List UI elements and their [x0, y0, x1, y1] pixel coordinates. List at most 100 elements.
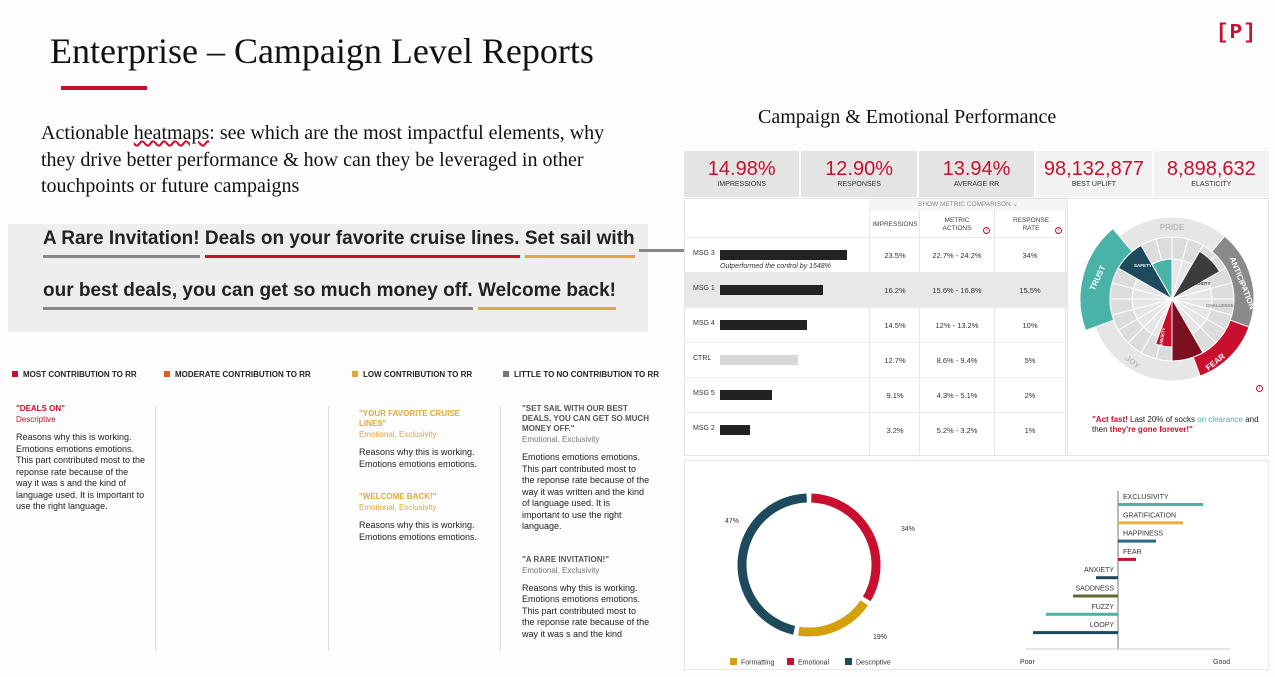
emotion-wheel-panel: PRIDE ANTICIPATION FEAR JOY TRUST SAFETY…: [1067, 198, 1269, 456]
impressions-value: 9.1%: [886, 391, 904, 400]
contribution-item: "DEALS ON" Descriptive Reasons why this is…: [16, 404, 146, 513]
legend-label: LOW CONTRIBUTION TO RR: [363, 370, 473, 379]
kpi-card: 13.94% AVERAGE RR: [916, 151, 1035, 197]
response-rate-value: 1%: [1024, 426, 1036, 435]
pie-data-label: 19%: [873, 634, 887, 641]
bar-saddness: [1073, 594, 1118, 598]
message-bar: [720, 425, 750, 435]
impressions-value: 14.5%: [884, 321, 906, 330]
metric-actions-value: 5.2% - 3.2%: [936, 426, 978, 435]
banner-phrase: Set sail with: [524, 228, 635, 258]
header-impressions: IMPRESSIONS: [872, 221, 918, 228]
message-row[interactable]: CTRL 12.7% 8.6% - 9.4% 5%: [685, 342, 1067, 377]
contribution-phrase: "DEALS ON": [16, 404, 65, 413]
message-bar: [720, 250, 848, 260]
brand-logo: [P]: [1216, 22, 1257, 45]
bar-fear: [1118, 557, 1136, 561]
message-label: CTRL: [693, 355, 712, 362]
legend-swatch: [164, 371, 170, 377]
contribution-column-most: "DEALS ON" Descriptive Reasons why this is…: [16, 404, 146, 513]
message-label: MSG 3: [693, 250, 715, 257]
contribution-tag: Emotional, Exclusivity: [359, 430, 437, 439]
message-bar: [720, 390, 772, 400]
bar-category-label: GRATIFICATION: [1123, 512, 1176, 519]
wheel-inner-anxiety: ANXIETY: [1158, 327, 1166, 347]
wheel-segment-trust-inner: [1151, 258, 1173, 301]
intro-rest: : see which are the most impactful eleme…: [41, 122, 605, 197]
contribution-legend-item: LOW CONTRIBUTION TO RR: [352, 370, 472, 379]
contribution-phrase: "YOUR FAVORITE CRUISE LINES": [359, 409, 460, 428]
response-rate-value: 10%: [1022, 321, 1038, 330]
legend-swatch: [503, 371, 509, 377]
kpi-label: AVERAGE RR: [953, 181, 1000, 188]
wheel-inner-safety: SAFETY: [1134, 263, 1152, 268]
message-row[interactable]: MSG 3 Outperformed the control by 1548% 23…: [685, 237, 1067, 272]
message-row[interactable]: MSG 5 9.1% 4.3% - 5.1% 2%: [685, 377, 1067, 412]
contribution-tag: Emotional, Exclusivity: [522, 565, 600, 575]
contribution-reason: Emotions emotions emotions. This part co…: [522, 452, 650, 531]
bar-category-label: EXCLUSIVITY: [1123, 494, 1169, 501]
message-label: MSG 2: [693, 425, 715, 432]
metric-actions-value: 22.7% - 24.2%: [932, 251, 982, 260]
pie-legend-swatch: [787, 658, 794, 665]
pie-legend-swatch: [730, 658, 737, 665]
banner-phrase: our best deals, you can get so much mone…: [43, 280, 473, 310]
response-rate-value: 34%: [1022, 251, 1038, 260]
message-row[interactable]: MSG 4 14.5% 12% - 13.2% 10%: [685, 307, 1067, 342]
pie-legend-label: Emotional: [798, 660, 830, 667]
legend-label: LITTLE TO NO CONTRIBUTION TO RR: [514, 370, 660, 379]
kpi-label: IMPRESSIONS: [717, 181, 767, 188]
metric-actions-value: 8.6% - 9.4%: [936, 356, 978, 365]
info-icon[interactable]: i: [983, 227, 990, 234]
response-rate-value: 2%: [1024, 391, 1036, 400]
info-icon[interactable]: i: [1055, 227, 1062, 234]
response-rate-value: 5%: [1024, 356, 1036, 365]
kpi-value: 8,898,632: [1166, 158, 1256, 180]
kpi-value: 13.94%: [942, 158, 1011, 180]
banner-phrase: A Rare Invitation!: [43, 228, 200, 258]
contribution-tag: Descriptive: [16, 415, 56, 424]
performance-title: Campaign & Emotional Performance: [758, 106, 1057, 128]
pie-legend-swatch: [845, 658, 852, 665]
kpi-label: BEST UPLIFT: [1071, 181, 1117, 188]
column-divider: [155, 406, 156, 651]
header-response-rate: RESPONSE RATE: [1012, 217, 1050, 232]
legend-label: MOST CONTRIBUTION TO RR: [23, 370, 137, 379]
bar-fuzzy: [1046, 612, 1118, 616]
message-bar: [720, 355, 798, 365]
message-row[interactable]: MSG 2 3.2% 5.2% - 3.2% 1%: [685, 412, 1067, 447]
banner-phrase: Deals on your favorite cruise lines.: [204, 228, 520, 258]
bar-category-label: SADDNESS: [1075, 586, 1114, 593]
header-metric-actions: METRIC ACTIONS: [942, 217, 972, 232]
impressions-value: 3.2%: [886, 426, 904, 435]
impressions-value: 23.5%: [884, 251, 906, 260]
metric-actions-value: 12% - 13.2%: [935, 321, 979, 330]
legend-swatch: [352, 371, 358, 377]
impressions-value: 12.7%: [884, 356, 906, 365]
wheel-outer-trust: [1079, 227, 1133, 332]
kpi-label: RESPONSES: [837, 181, 881, 188]
bar-category-label: LOOPY: [1090, 622, 1114, 629]
message-row[interactable]: MSG 1 16.2% 15.6% - 16.8% 15.5%: [685, 272, 1067, 307]
message-bar: [720, 320, 808, 330]
contribution-tag: Emotional, Exclusivity: [522, 435, 600, 444]
pie-slice-formatting: [798, 600, 868, 637]
pie-slice-emotional: [811, 493, 881, 602]
charts-panel: 34% 19% 47% Formatting Emotional Descriptive E…: [684, 460, 1269, 670]
page-title: Enterprise – Campaign Level Reports: [50, 31, 594, 71]
bar-category-label: ANXIETY: [1084, 567, 1114, 574]
column-divider: [500, 406, 501, 651]
banner-line-2: our best deals, you can get so much mone…: [43, 280, 616, 310]
kpi-value: 14.98%: [707, 158, 776, 180]
info-icon[interactable]: i: [1256, 385, 1263, 392]
message-bar: [720, 285, 823, 295]
kpi-value: 12.90%: [825, 158, 894, 180]
pie-data-label: 34%: [901, 526, 915, 533]
message-label: MSG 1: [693, 285, 715, 292]
legend-swatch: [12, 371, 18, 377]
message-label: MSG 4: [693, 320, 715, 327]
contribution-phrase: "SET SAIL WITH OUR BEST DEALS, YOU CAN G…: [522, 404, 649, 433]
contribution-reason: Reasons why this is working. Emotions em…: [16, 432, 146, 511]
contribution-reason: Reasons why this is working. Emotions em…: [359, 447, 478, 469]
show-metric-comparison-toggle[interactable]: SHOW METRIC COMPARISON ⌄: [869, 199, 1067, 211]
